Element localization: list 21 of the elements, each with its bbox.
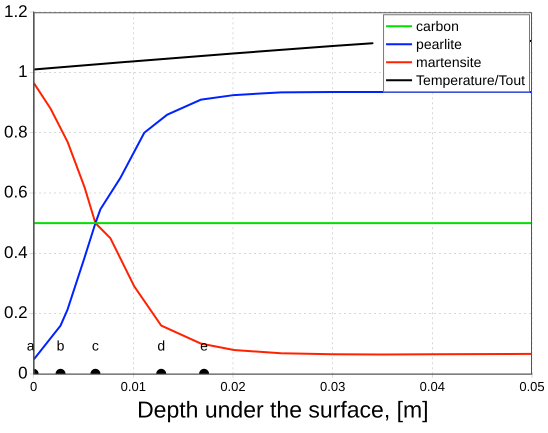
x-tick-label: 0.04 bbox=[420, 379, 445, 394]
x-tick-label: 0 bbox=[30, 379, 38, 394]
annotation: d bbox=[157, 338, 166, 354]
legend-label: martensite bbox=[416, 54, 482, 70]
legend-label: Temperature/Tout bbox=[416, 72, 526, 88]
x-tick-label: 0.05 bbox=[519, 379, 545, 394]
legend-label: carbon bbox=[416, 18, 459, 34]
y-tick-label: 0 bbox=[18, 363, 28, 382]
x-tick-label: 0.01 bbox=[120, 379, 146, 394]
annotation: c bbox=[92, 338, 99, 354]
y-tick-label: 1 bbox=[18, 62, 28, 82]
annotation: b bbox=[56, 338, 65, 354]
y-tick-label: 1.2 bbox=[4, 2, 28, 21]
y-tick-label: 0.4 bbox=[4, 242, 28, 262]
y-tick-label: 0.6 bbox=[4, 182, 28, 202]
x-axis-title: Depth under the surface, [m] bbox=[137, 396, 429, 423]
legend-label: pearlite bbox=[416, 36, 462, 52]
x-tick-label: 0.02 bbox=[220, 379, 246, 394]
y-tick-label: 0.8 bbox=[4, 122, 28, 142]
x-tick-label: 0.03 bbox=[320, 379, 346, 394]
y-tick-label: 0.2 bbox=[4, 303, 28, 322]
